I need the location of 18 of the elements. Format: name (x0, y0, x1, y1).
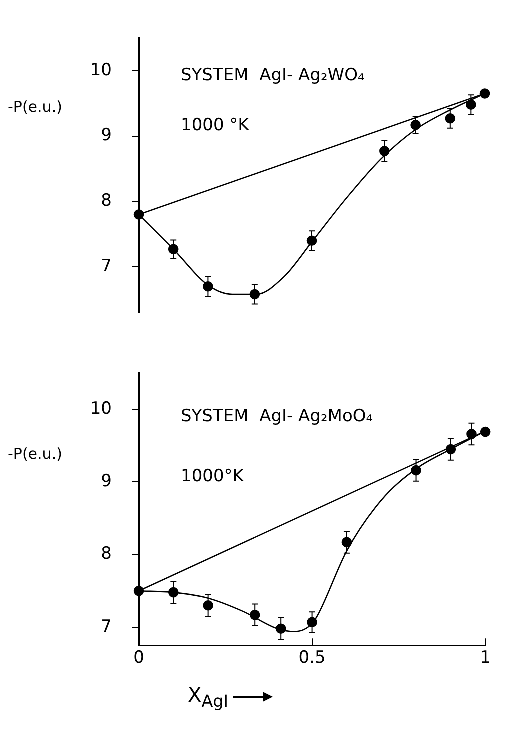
x-tick-label: 0 (134, 648, 144, 668)
y-tick-label: 10 (90, 398, 112, 419)
y-tick-label: 9 (101, 472, 112, 492)
text: SYSTEM AgI- Ag₂MoO₄ (181, 406, 374, 427)
y-tick-label: 7 (101, 256, 112, 276)
y-tick-label: 8 (101, 191, 112, 212)
x-axis-title: X$_{AgI}$ (188, 683, 229, 711)
y-tick-label: 9 (101, 126, 112, 146)
y-axis-title: -P(e.u.) (8, 98, 62, 116)
x-tick-label: 0.5 (298, 648, 326, 668)
y-tick-label: 8 (101, 544, 112, 564)
y-tick-label: 7 (101, 616, 112, 637)
annotation: 1000°K (181, 466, 245, 487)
x-tick-label: 1 (480, 648, 492, 668)
annotation: 1000 °K (181, 116, 250, 136)
text: SYSTEM AgI- Ag₂WO₄ (181, 66, 365, 86)
y-tick-label: 10 (90, 60, 112, 80)
y-axis-title: -P(e.u.) (8, 445, 62, 464)
